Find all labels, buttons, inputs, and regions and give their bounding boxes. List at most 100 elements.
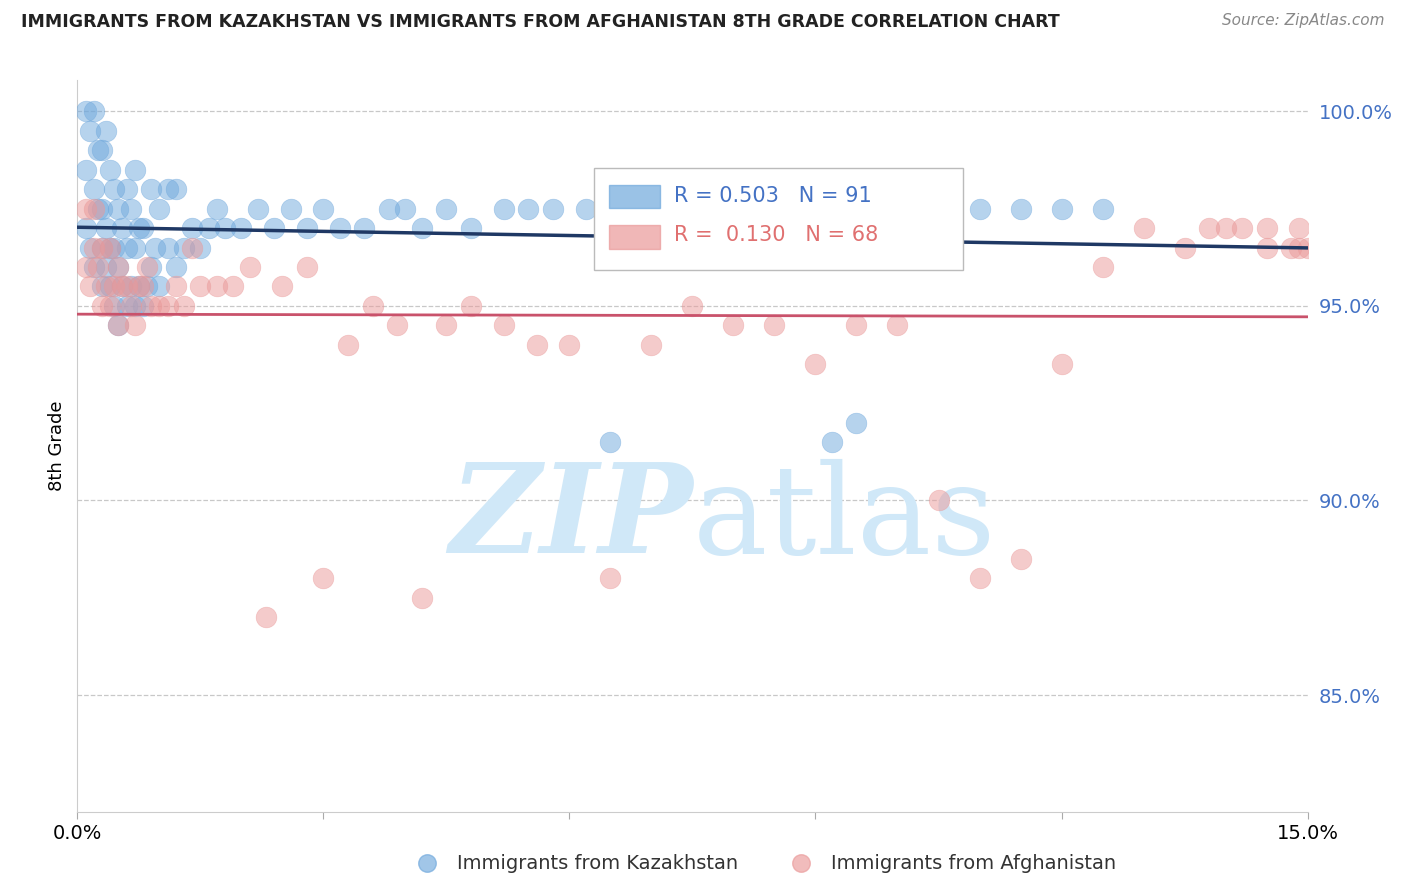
Point (103, 241, 125, 255)
Point (1230, 221, 1253, 235)
Point (79, 241, 101, 255)
Point (103, 279, 125, 293)
Point (75, 260, 97, 274)
Point (378, 202, 401, 216)
Point (492, 202, 515, 216)
Point (98, 162, 121, 177)
FancyBboxPatch shape (609, 185, 661, 209)
Point (361, 299, 384, 313)
Text: ZIP: ZIP (449, 458, 693, 580)
Point (1288, 241, 1310, 255)
Point (141, 260, 163, 274)
Point (1091, 202, 1114, 216)
Point (148, 299, 170, 313)
Point (156, 182, 179, 196)
Point (124, 299, 146, 313)
Point (132, 299, 155, 313)
Point (1174, 241, 1197, 255)
Point (197, 221, 219, 235)
Point (205, 202, 228, 216)
Point (222, 279, 245, 293)
Point (558, 338, 581, 352)
Point (763, 202, 786, 216)
Point (1288, 221, 1310, 235)
Point (124, 318, 146, 333)
Point (98, 241, 121, 255)
Text: Immigrants from Afghanistan: Immigrants from Afghanistan (831, 854, 1116, 872)
Point (1198, 221, 1220, 235)
Point (79, 279, 101, 293)
Point (1256, 221, 1278, 235)
Point (640, 202, 662, 216)
Point (329, 221, 352, 235)
Point (295, 260, 318, 274)
Point (90, 241, 114, 255)
Point (387, 318, 409, 333)
Point (263, 221, 285, 235)
Point (103, 299, 125, 313)
Point (128, 221, 150, 235)
Point (120, 279, 142, 293)
Point (723, 318, 745, 333)
Point (98, 241, 121, 255)
Point (231, 221, 253, 235)
Point (436, 318, 458, 333)
Point (411, 221, 433, 235)
Point (173, 299, 195, 313)
Point (763, 318, 786, 333)
FancyBboxPatch shape (609, 225, 661, 249)
Point (640, 338, 662, 352)
Text: atlas: atlas (693, 458, 995, 580)
Point (682, 221, 704, 235)
Point (575, 202, 598, 216)
Point (254, 610, 277, 624)
Point (517, 202, 540, 216)
Point (107, 318, 129, 333)
Point (83, 202, 105, 216)
Point (87, 260, 110, 274)
Point (111, 279, 134, 293)
Point (1010, 551, 1032, 566)
Point (337, 338, 360, 352)
Point (845, 318, 868, 333)
Point (94, 221, 117, 235)
Y-axis label: 8th Grade: 8th Grade (48, 401, 66, 491)
Point (111, 221, 134, 235)
Point (115, 299, 138, 313)
Point (312, 202, 335, 216)
Point (886, 202, 908, 216)
Point (682, 299, 704, 313)
Point (246, 202, 269, 216)
Point (120, 202, 142, 216)
Point (1296, 241, 1319, 255)
Point (90, 241, 114, 255)
Point (90, 144, 114, 158)
Point (188, 241, 212, 255)
Point (111, 279, 134, 293)
Point (181, 221, 204, 235)
Point (804, 357, 827, 371)
Point (120, 299, 142, 313)
Point (804, 202, 827, 216)
Point (239, 260, 262, 274)
Point (1050, 202, 1073, 216)
Point (156, 241, 179, 255)
Point (83, 104, 105, 119)
Point (103, 182, 125, 196)
Point (173, 241, 195, 255)
Point (723, 202, 745, 216)
Point (141, 299, 163, 313)
Point (107, 202, 129, 216)
Point (156, 299, 179, 313)
Point (90, 202, 114, 216)
Point (706, 202, 728, 216)
Point (1279, 241, 1302, 255)
Point (132, 221, 155, 235)
Point (87, 144, 110, 158)
Point (165, 182, 187, 196)
Text: Source: ZipAtlas.com: Source: ZipAtlas.com (1222, 13, 1385, 29)
Point (599, 571, 621, 585)
Point (214, 221, 236, 235)
Point (124, 162, 146, 177)
Point (1091, 260, 1114, 274)
